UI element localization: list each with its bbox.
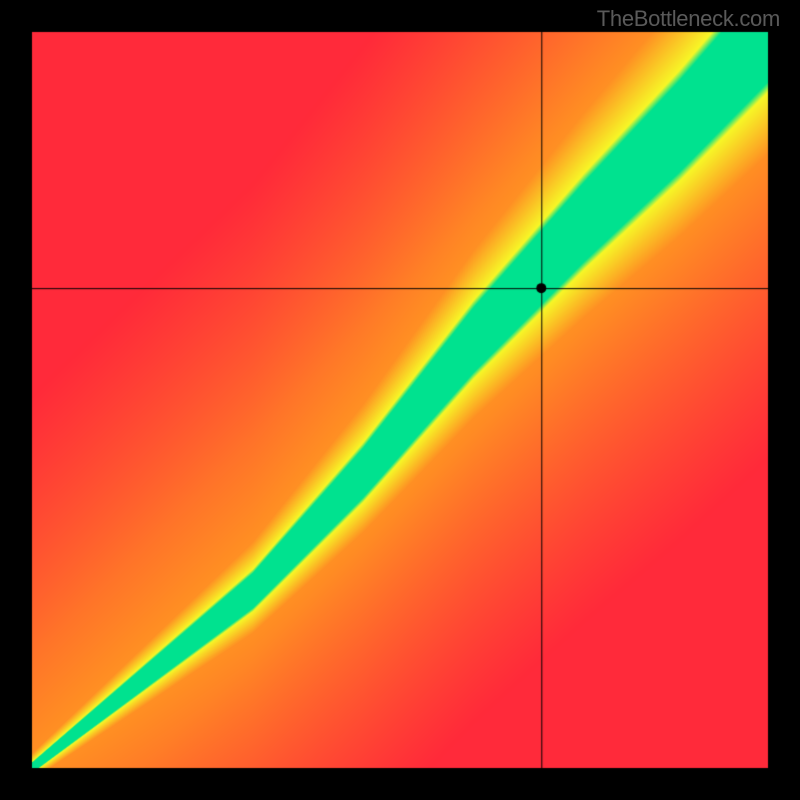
site-watermark: TheBottleneck.com bbox=[597, 6, 780, 32]
bottleneck-heatmap bbox=[0, 0, 800, 800]
